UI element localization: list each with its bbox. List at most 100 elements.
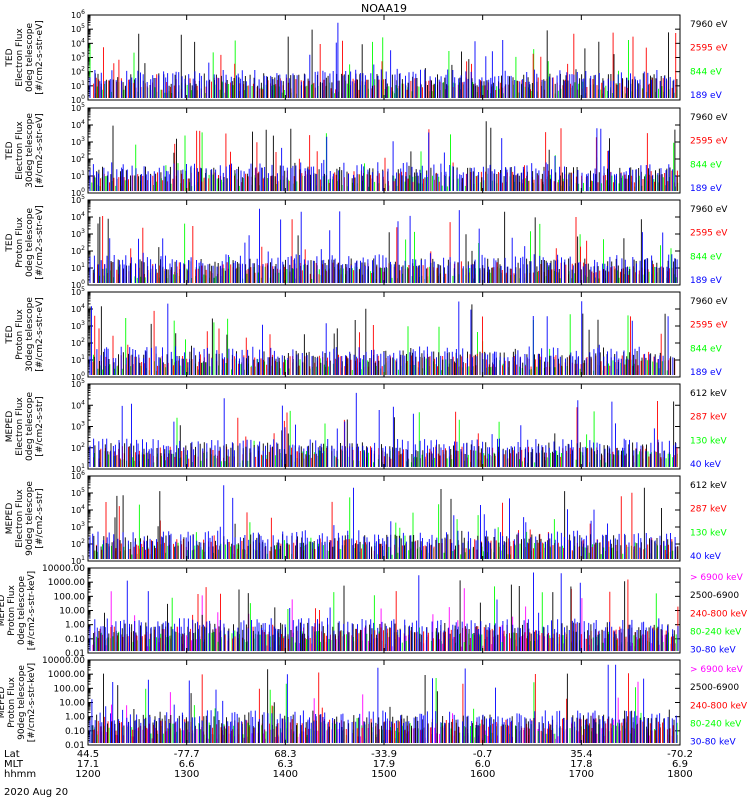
x-tick-label: 6.0 <box>475 759 491 770</box>
y-tick-exponent: 1 <box>81 262 85 269</box>
y-tick-exponent: 3 <box>81 521 85 528</box>
y-axis-label-line: TED <box>5 325 15 344</box>
legend-entry: 2500-6900 <box>690 683 739 693</box>
legend-entry: 7960 eV <box>690 113 728 123</box>
legend-entry: 612 keV <box>690 389 727 399</box>
x-tick-label: 68.3 <box>274 749 296 760</box>
y-tick-label: 104 <box>71 399 85 410</box>
legend-entry: 7960 eV <box>690 20 728 30</box>
legend-entry: 130 keV <box>690 436 727 446</box>
series-trace-blue <box>89 22 675 98</box>
y-tick-exponent: 1 <box>81 80 85 87</box>
y-tick-label: 0.01 <box>65 649 85 659</box>
y-tick-label: 105 <box>71 286 85 297</box>
y-tick-exponent: 5 <box>81 286 85 293</box>
y-tick-label: 103 <box>71 521 85 532</box>
y-tick-exponent: 5 <box>81 102 85 109</box>
x-tick-label: 17.8 <box>570 759 592 770</box>
y-tick-label: 101 <box>71 463 85 474</box>
y-tick-exponent: 0 <box>81 279 85 286</box>
y-tick-exponent: 2 <box>81 66 85 73</box>
panel-7: 0.01 0.10 1.00 10.00 100.00 1000.00 10000.00 ME… <box>0 564 748 659</box>
y-tick-exponent: 2 <box>81 245 85 252</box>
series-trace-blue <box>89 208 678 283</box>
y-axis-label-line: Electron Flux <box>15 397 25 456</box>
series-trace-blue <box>89 392 677 467</box>
legend-entry: > 6900 keV <box>690 665 744 675</box>
y-tick-label: 1000.00 <box>48 578 85 588</box>
y-tick-exponent: 1 <box>81 463 85 470</box>
panel-6: 101 102 103 104 105 106 MEPED Electron Flux 90de… <box>5 470 727 566</box>
y-axis-label-line: MEPED <box>5 503 15 535</box>
legend-entry: 2595 eV <box>690 229 728 239</box>
x-axis: LatMLThhmm44.517.11200-77.76.6130068.36.… <box>4 15 693 780</box>
y-tick-label: 101 <box>71 354 85 365</box>
panel-5: 101 102 103 104 105 MEPED Electron Flux 0deg te… <box>5 378 727 474</box>
y-axis-label: MEPED Electron Flux 90deg telescope [#/cm2-… <box>5 481 45 556</box>
y-tick-exponent: 4 <box>81 504 85 511</box>
y-tick-label: 0.10 <box>65 727 85 737</box>
y-axis-label-line: TED <box>5 141 15 160</box>
x-tick-label: -33.9 <box>371 749 397 760</box>
panel-8: 0.01 0.10 1.00 10.00 100.00 1000.00 10000.00 ME… <box>0 656 748 751</box>
y-tick-label: 104 <box>71 37 85 48</box>
y-tick-label: 1.00 <box>65 713 85 723</box>
y-tick-label: 10000.00 <box>42 564 85 574</box>
legend-entry: 189 eV <box>690 184 723 194</box>
y-tick-exponent: 3 <box>81 421 85 428</box>
y-tick-label: 106 <box>71 470 85 481</box>
x-tick-label: 1700 <box>569 769 594 780</box>
y-axis-label-line: Electron Flux <box>15 28 25 87</box>
y-tick-label: 101 <box>71 170 85 181</box>
y-axis-label-line: MEPED <box>5 411 15 443</box>
y-tick-label: 104 <box>71 303 85 314</box>
y-tick-label: 101 <box>71 262 85 273</box>
y-tick-exponent: 4 <box>81 119 85 126</box>
y-axis-label-line: [#/cm2-s-str-eV] <box>35 113 45 188</box>
y-axis-label-line: 90deg telescope <box>25 481 35 556</box>
y-axis-label-line: [#/cm2-s-str-eV] <box>35 20 45 95</box>
y-tick-label: 103 <box>71 52 85 63</box>
y-tick-exponent: 0 <box>81 187 85 194</box>
y-tick-label: 105 <box>71 378 85 389</box>
legend-entry: 40 keV <box>690 552 722 562</box>
y-tick-exponent: 3 <box>81 52 85 59</box>
y-tick-label: 102 <box>71 538 85 549</box>
y-axis-label-line: MEPED <box>0 595 7 627</box>
y-axis-label-line: Proton Flux <box>15 309 25 360</box>
y-tick-label: 102 <box>71 337 85 348</box>
x-tick-label: -70.2 <box>667 749 693 760</box>
y-tick-label: 101 <box>71 555 85 566</box>
y-tick-label: 103 <box>71 421 85 432</box>
y-tick-label: 104 <box>71 504 85 515</box>
y-tick-exponent: 0 <box>81 371 85 378</box>
y-tick-exponent: 6 <box>81 470 85 477</box>
y-tick-exponent: 0 <box>81 94 85 101</box>
y-axis-label-line: TED <box>5 233 15 252</box>
legend-entry: 287 keV <box>690 505 727 515</box>
y-tick-exponent: 1 <box>81 170 85 177</box>
legend-entry: 7960 eV <box>690 205 728 215</box>
series-trace-red <box>89 401 678 467</box>
series-trace-green <box>89 410 678 467</box>
y-tick-label: 100.00 <box>54 684 86 694</box>
legend-entry: 612 keV <box>690 481 727 491</box>
legend-entry: 189 eV <box>690 91 723 101</box>
legend-entry: 844 eV <box>690 344 723 354</box>
legend-entry: 80-240 keV <box>690 628 742 638</box>
y-tick-label: 103 <box>71 136 85 147</box>
legend-entry: 7960 eV <box>690 297 728 307</box>
y-axis-label-line: 30deg telescope <box>25 113 35 188</box>
series-trace-blue <box>89 128 676 191</box>
y-tick-exponent: 2 <box>81 153 85 160</box>
y-tick-exponent: 1 <box>81 555 85 562</box>
legend-entry: 2500-6900 <box>690 591 739 601</box>
y-axis-label-line: Proton Flux <box>7 677 17 728</box>
y-tick-label: 1000.00 <box>48 670 85 680</box>
y-tick-label: 100 <box>71 279 85 290</box>
y-axis-label-line: 0deg telescope <box>17 576 27 646</box>
y-axis-label-line: MEPED <box>0 687 7 719</box>
